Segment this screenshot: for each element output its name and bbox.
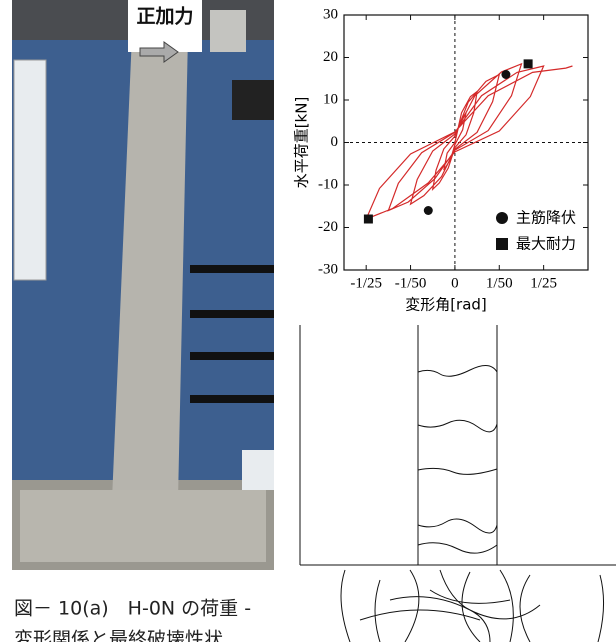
x-tick-label: -1/25 [350, 275, 382, 291]
caption-line: 変形関係と最終破壊性状 [14, 629, 223, 642]
figure: 正加力 図－ 10(a) H-0N の荷重 - 変形関係と最終破壊性状 -30-… [0, 0, 616, 642]
yield-point [424, 206, 433, 215]
max-point [524, 59, 533, 68]
legend-label: 最大耐力 [516, 235, 576, 253]
legend-swatch [496, 212, 508, 224]
y-tick-label: -10 [318, 176, 338, 192]
photo-label: 正加力 [136, 5, 193, 28]
x-tick-label: 1/25 [530, 275, 557, 291]
max-point [364, 215, 373, 224]
y-tick-label: 20 [323, 49, 338, 65]
legend-swatch [496, 238, 508, 250]
caption-line: 図－ 10(a) H-0N の荷重 - [14, 598, 251, 620]
crack-drawing [300, 325, 616, 642]
page: 正加力 図－ 10(a) H-0N の荷重 - 変形関係と最終破壊性状 -30-… [0, 0, 616, 642]
y-tick-label: 10 [323, 91, 338, 107]
legend-label: 主筋降伏 [516, 209, 576, 227]
y-tick-label: -30 [318, 261, 338, 277]
chart: -30 -20 -10 0 10 20 30 -1/25 -1/50 0 1/50 1/25 変形角[r… [293, 6, 589, 313]
x-tick-label: -1/50 [395, 275, 427, 291]
y-tick-label: -20 [318, 219, 338, 235]
y-tick-label: 0 [331, 134, 339, 150]
x-tick-label: 1/50 [486, 275, 513, 291]
y-axis-label: 水平荷重[kN] [293, 97, 311, 189]
hysteresis-curve [366, 64, 572, 219]
yield-point [501, 70, 510, 79]
photo: 正加力 [12, 0, 274, 570]
x-axis-label: 変形角[rad] [405, 296, 487, 314]
y-tick-label: 30 [323, 6, 338, 22]
x-tick-label: 0 [451, 275, 459, 291]
